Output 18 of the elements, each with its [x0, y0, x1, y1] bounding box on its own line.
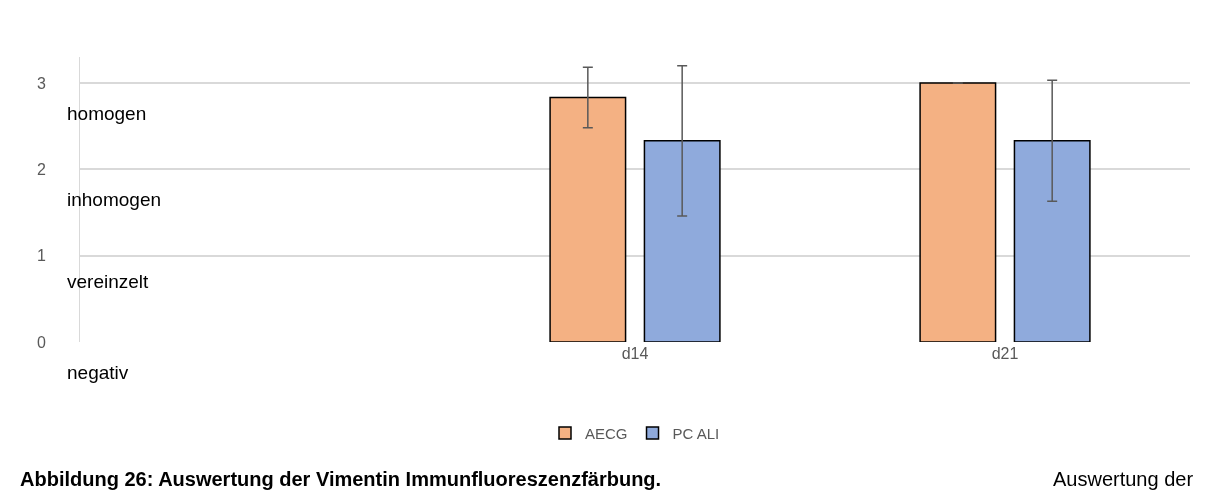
y-tick-label: 1 [36, 247, 46, 265]
bar [919, 82, 997, 342]
x-tick-label: d14 [621, 345, 649, 362]
annotation: homogen [67, 103, 147, 124]
bar [549, 96, 627, 342]
bar [643, 140, 721, 342]
y-tick-label: 2 [36, 160, 46, 178]
x-tick-label: d21 [991, 345, 1019, 362]
text: Abbildung 26: Auswertung der Vimentin Immunfluoreszenzfärbung. [20, 468, 662, 490]
text: Auswertung der [1053, 468, 1194, 490]
legend-label: AECG [585, 424, 628, 442]
bar [1013, 140, 1091, 342]
y-tick-label: 0 [36, 333, 46, 351]
text: negativ [67, 362, 129, 383]
legend-label: PC ALI [672, 424, 720, 442]
annotation: vereinzelt [67, 271, 150, 292]
annotation: inhomogen [67, 189, 162, 210]
y-tick-label: 3 [36, 74, 46, 92]
